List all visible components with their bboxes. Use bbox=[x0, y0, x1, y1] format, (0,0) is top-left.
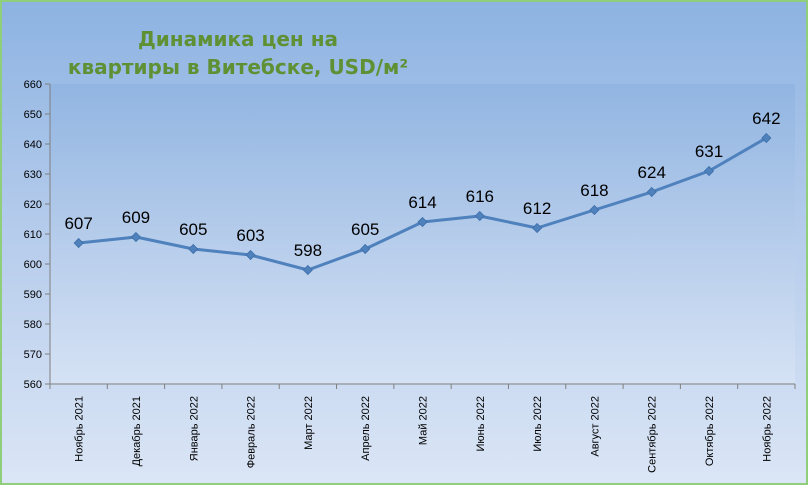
data-label: 616 bbox=[466, 187, 494, 206]
x-tick-label: Июнь 2022 bbox=[475, 396, 487, 452]
data-label: 612 bbox=[523, 199, 551, 218]
data-point bbox=[360, 243, 371, 255]
chart-title: Динамика цен на квартиры в Витебске, USD… bbox=[68, 27, 408, 79]
data-point bbox=[130, 231, 142, 243]
y-tick-label: 600 bbox=[24, 259, 42, 271]
data-label: 614 bbox=[408, 193, 436, 212]
data-label: 607 bbox=[64, 214, 92, 233]
y-tick-label: 640 bbox=[24, 139, 42, 151]
y-tick-label: 570 bbox=[24, 349, 42, 361]
x-tick-label: Октябрь 2022 bbox=[704, 396, 716, 466]
y-tick-label: 610 bbox=[24, 229, 42, 241]
x-tick-label: Апрель 2022 bbox=[360, 396, 372, 461]
y-tick-label: 580 bbox=[24, 319, 42, 331]
data-point bbox=[532, 222, 543, 234]
x-tick-label: Август 2022 bbox=[589, 396, 601, 457]
data-point bbox=[302, 264, 313, 276]
data-label: 603 bbox=[236, 226, 264, 245]
data-label: 598 bbox=[294, 241, 322, 260]
data-label: 631 bbox=[695, 142, 723, 161]
data-point bbox=[73, 237, 84, 249]
data-label: 605 bbox=[179, 220, 207, 239]
x-tick-label: Февраль 2022 bbox=[246, 396, 258, 468]
y-tick-label: 630 bbox=[24, 169, 42, 181]
y-tick-label: 620 bbox=[24, 199, 42, 211]
data-point bbox=[589, 204, 600, 216]
x-tick-label: Декабрь 2021 bbox=[131, 396, 143, 466]
y-tick-label: 650 bbox=[24, 109, 42, 121]
data-label: 605 bbox=[351, 220, 379, 239]
data-point bbox=[417, 216, 428, 228]
plot-area bbox=[50, 84, 795, 384]
data-label: 609 bbox=[122, 208, 150, 227]
data-point bbox=[646, 186, 657, 198]
y-tick-label: 660 bbox=[24, 79, 42, 91]
chart-title-line-2: квартиры в Витебске, USD/м² bbox=[68, 55, 408, 79]
x-tick-label: Сентябрь 2022 bbox=[647, 396, 659, 473]
y-tick-label: 560 bbox=[24, 379, 42, 391]
data-point bbox=[188, 243, 199, 255]
data-label: 642 bbox=[752, 109, 780, 128]
x-axis-ticks: Ноябрь 2021 Декабрь 2021 Январь 2022 Феврал… bbox=[49, 384, 796, 473]
data-point bbox=[474, 210, 485, 222]
data-labels: 607 609 605 603 598 605 614 616 612 618 624 631 642 bbox=[64, 109, 780, 260]
x-tick-label: Март 2022 bbox=[303, 396, 315, 450]
data-point bbox=[245, 249, 256, 261]
chart-title-line-1: Динамика цен на bbox=[138, 27, 338, 51]
data-label: 624 bbox=[638, 163, 666, 182]
data-point bbox=[761, 132, 772, 144]
data-label: 618 bbox=[580, 181, 608, 200]
series-markers bbox=[73, 132, 772, 276]
data-point bbox=[703, 165, 715, 177]
x-tick-label: Июль 2022 bbox=[532, 396, 544, 452]
x-tick-label: Ноябрь 2021 bbox=[74, 396, 86, 462]
y-axis-ticks: 560 570 580 590 600 610 620 630 640 650 660 bbox=[24, 79, 50, 391]
y-tick-label: 590 bbox=[24, 289, 42, 301]
x-tick-label: Май 2022 bbox=[418, 396, 430, 445]
x-tick-label: Январь 2022 bbox=[188, 396, 200, 461]
x-tick-label: Ноябрь 2022 bbox=[761, 396, 773, 462]
